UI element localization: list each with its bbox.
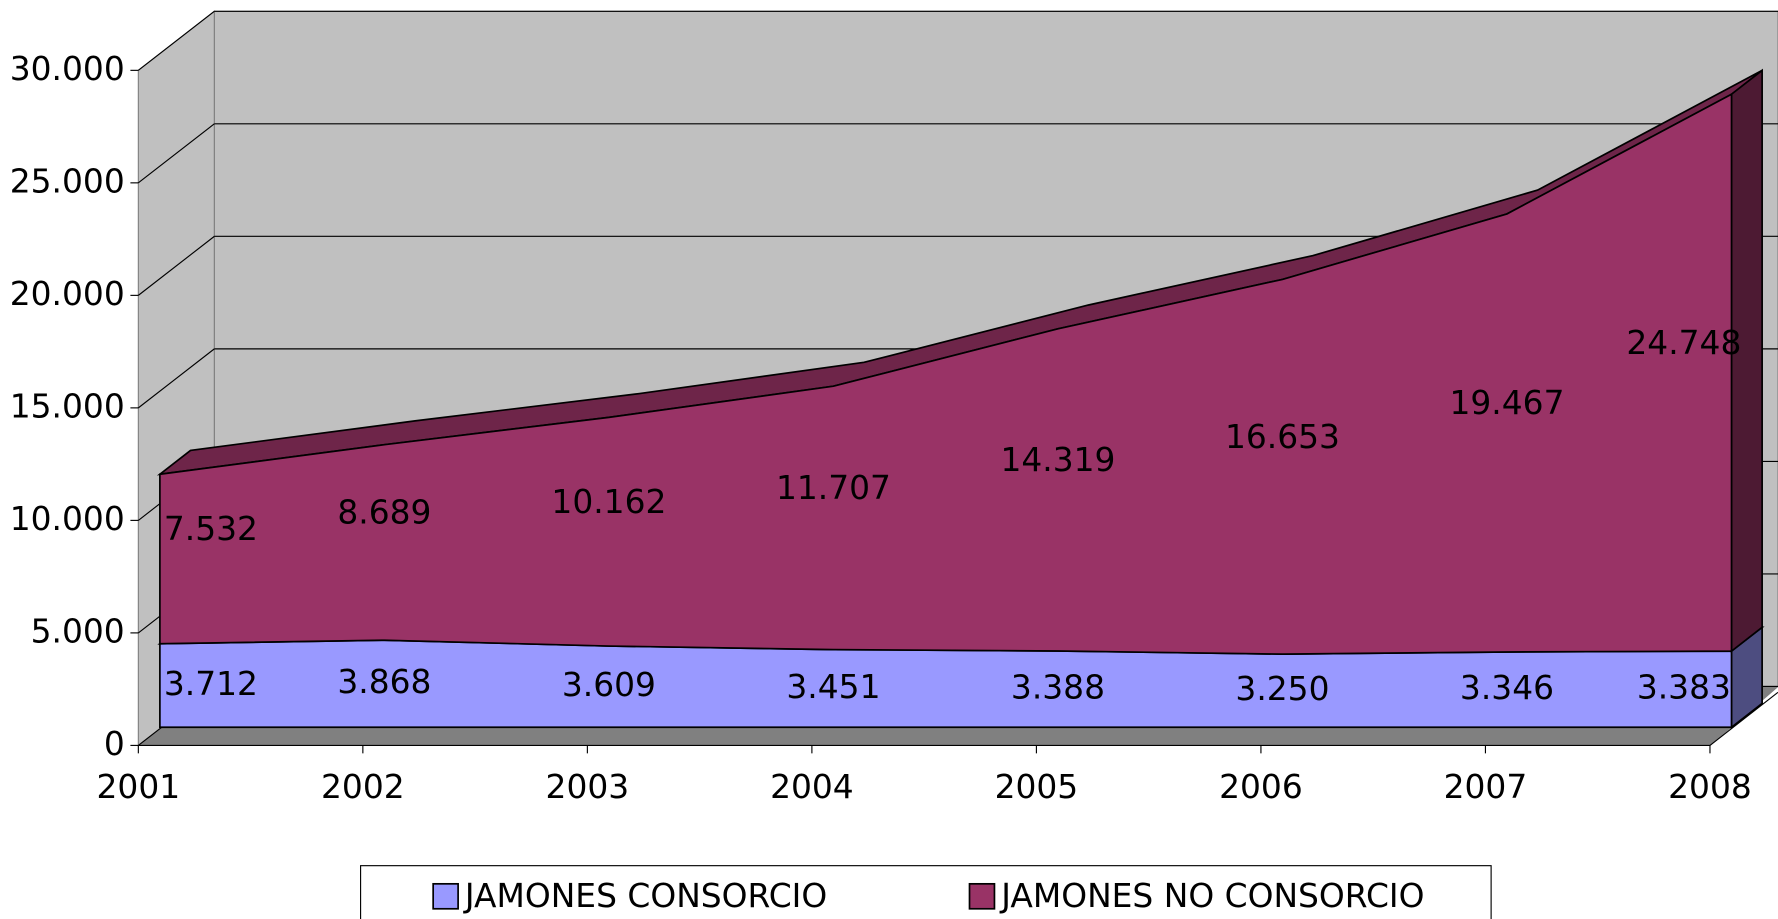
y-tick-label: 25.000 xyxy=(10,161,125,200)
data-label: 24.748 xyxy=(1626,323,1741,362)
y-tick-label: 20.000 xyxy=(10,274,125,313)
data-label: 3.451 xyxy=(786,667,880,706)
data-label: 14.319 xyxy=(1000,440,1115,479)
legend xyxy=(360,865,1492,919)
data-label: 3.383 xyxy=(1637,668,1731,707)
x-tick-label: 2008 xyxy=(1668,767,1752,806)
x-tick-label: 2007 xyxy=(1444,767,1528,806)
data-label: 3.346 xyxy=(1460,668,1554,707)
grid-line xyxy=(137,123,215,184)
x-tick-label: 2003 xyxy=(546,767,630,806)
grid-line xyxy=(137,10,215,71)
data-label: 3.609 xyxy=(562,665,656,704)
x-tick-label: 2004 xyxy=(770,767,854,806)
data-label: 7.532 xyxy=(164,509,258,548)
grid-line xyxy=(137,235,215,296)
area xyxy=(159,92,1733,655)
grid-line xyxy=(137,348,215,409)
legend-label: JAMONES NO CONSORCIO xyxy=(999,876,1424,915)
data-label: 8.689 xyxy=(337,493,431,532)
data-label: 10.162 xyxy=(551,482,666,521)
x-tick-label: 2002 xyxy=(321,767,405,806)
x-tick-label: 2001 xyxy=(97,767,181,806)
y-tick-label: 0 xyxy=(104,724,125,763)
y-tick-label: 30.000 xyxy=(10,49,125,88)
legend-label: JAMONES CONSORCIO xyxy=(463,876,827,915)
y-tick-label: 15.000 xyxy=(10,386,125,425)
legend-swatch xyxy=(968,882,996,910)
data-label: 19.467 xyxy=(1449,383,1564,422)
legend-swatch xyxy=(432,882,459,910)
data-label: 3.388 xyxy=(1011,668,1105,707)
data-label: 16.653 xyxy=(1225,417,1340,456)
x-tick-label: 2006 xyxy=(1219,767,1303,806)
data-label: 11.707 xyxy=(776,468,891,507)
data-label: 3.712 xyxy=(164,664,258,703)
x-tick-label: 2005 xyxy=(995,767,1079,806)
y-tick-label: 5.000 xyxy=(31,611,125,650)
y-tick-label: 10.000 xyxy=(10,499,125,538)
x-axis-depth xyxy=(1709,691,1778,746)
data-label: 3.868 xyxy=(337,662,431,701)
data-label: 3.250 xyxy=(1235,669,1329,708)
